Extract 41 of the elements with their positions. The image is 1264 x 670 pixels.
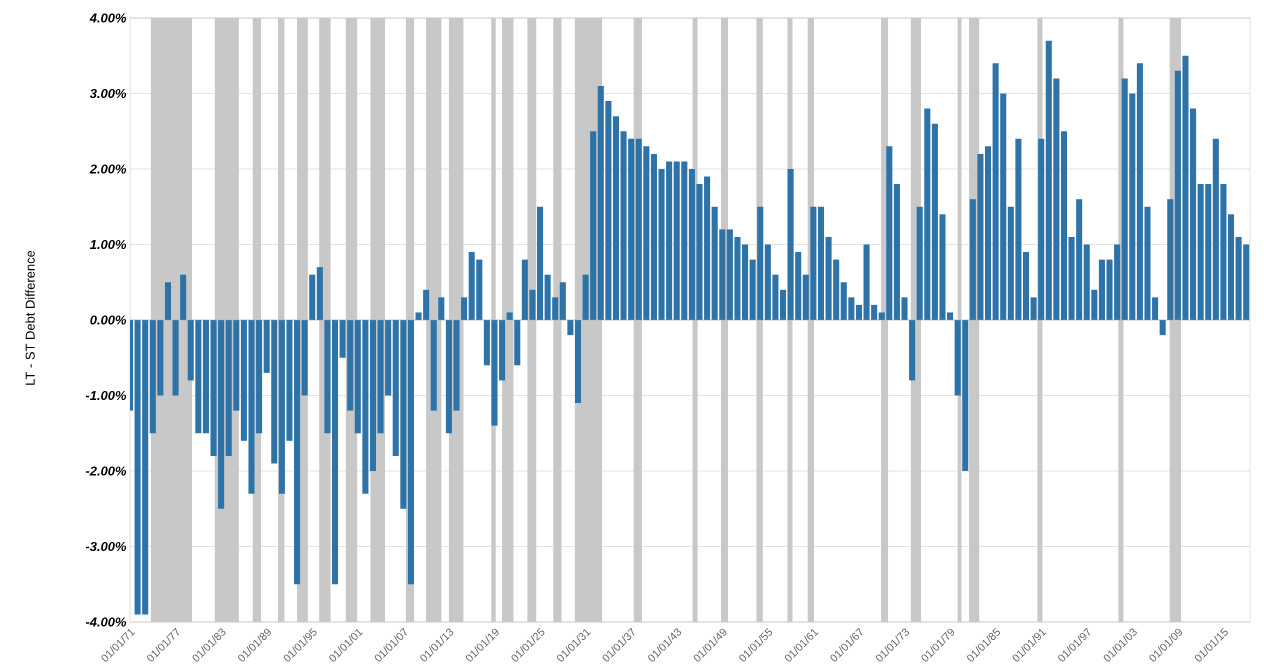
y-tick-label: -2.00% — [85, 466, 127, 476]
bar — [172, 320, 179, 396]
y-tick-label: 1.00% — [89, 239, 127, 250]
bar — [514, 320, 521, 366]
bar — [164, 282, 171, 320]
bar — [985, 146, 992, 320]
bar — [559, 282, 566, 320]
bar — [407, 320, 414, 585]
bar — [779, 289, 787, 320]
bar — [1060, 131, 1067, 320]
bar — [1227, 214, 1235, 320]
y-tick-label: -3.00% — [85, 541, 127, 552]
bar — [180, 274, 187, 320]
y-tick-label: -1.00% — [85, 390, 127, 401]
y-tick-label: 0.00% — [90, 315, 127, 325]
bar — [430, 320, 437, 411]
bar — [1167, 199, 1174, 320]
bar — [1190, 108, 1197, 320]
bar — [817, 206, 825, 320]
bar — [506, 312, 513, 320]
bar — [316, 267, 323, 320]
bar — [369, 320, 377, 471]
y-tick-label: 2.00% — [89, 164, 127, 174]
bar — [574, 320, 582, 404]
y-tick-label: -4.00% — [85, 617, 127, 627]
bar — [309, 274, 316, 320]
bar — [1159, 320, 1166, 336]
y-tick-label: 4.00% — [89, 13, 127, 23]
bar — [855, 304, 862, 320]
y-axis-title: LT - ST Debt Difference — [25, 250, 35, 385]
bar — [742, 244, 749, 320]
bar — [324, 320, 331, 434]
bar — [1022, 252, 1030, 320]
bar — [567, 320, 574, 336]
bar — [909, 320, 916, 381]
bar — [461, 297, 468, 320]
y-tick-label: 3.00% — [89, 88, 127, 99]
bar — [438, 297, 445, 320]
bar — [301, 320, 308, 396]
bar — [537, 206, 544, 320]
bar — [612, 116, 619, 320]
